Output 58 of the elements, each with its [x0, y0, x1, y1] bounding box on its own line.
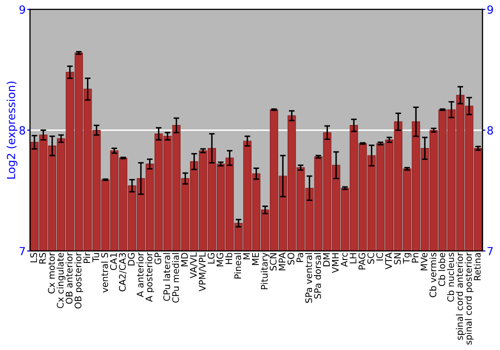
x-tick-label: Hb [225, 252, 232, 264]
x-tick-label: CPu medial [172, 253, 180, 303]
y-axis-title: Log2 (expression) [6, 82, 18, 179]
x-tick-label: Pituitary [260, 252, 270, 290]
x-tick-label: Cx motor [48, 252, 55, 294]
x-tick-label: SO [288, 252, 294, 265]
y-tick-label: 7 [20, 247, 25, 256]
x-tick-label: M [243, 253, 250, 260]
x-tick-label: MVe [420, 252, 428, 270]
x-tick-label: Cb lobe [438, 252, 446, 286]
x-tick-label: A anterior [136, 252, 144, 298]
x-tick-label: DM [323, 253, 330, 266]
x-tick-label: CPu lateral [163, 253, 170, 301]
x-tick-label: Cx cingulate [56, 252, 66, 308]
x-tick-label: A posterior [145, 252, 154, 302]
x-tick-label: CA1 [110, 253, 117, 270]
x-tick-label: Cb nucleus [447, 252, 454, 302]
x-tick-label: IC [376, 252, 384, 260]
x-tick-label: RS [39, 252, 46, 264]
x-tick-label: MG [216, 253, 224, 266]
x-tick-label: spinal cord anterior [456, 252, 465, 340]
x-tick-label: CA2/CA3 [118, 253, 126, 292]
y2-tick-label: 9 [487, 5, 493, 14]
x-tick-label: VMH [332, 253, 339, 274]
x-tick-label: Pn [412, 253, 418, 262]
x-tick-label: Arc [340, 252, 348, 267]
x-tick-label: Tu [92, 253, 100, 262]
x-tick-label: Pir [83, 252, 90, 263]
x-tick-label: Retina [474, 253, 481, 280]
x-tick-label: LS [30, 252, 38, 262]
x-tick-label: SPa ventral [305, 253, 312, 303]
x-tick-label: ME [252, 252, 259, 265]
x-tick-label: VA/VL [190, 252, 198, 278]
x-tick-label: SN [394, 253, 401, 264]
x-tick-label: SCN [270, 253, 277, 271]
x-tick-label: SC [367, 252, 374, 264]
x-tick-label: GP [154, 252, 162, 264]
x-tick-label: Cb vermis [429, 252, 436, 298]
x-tick-label: DG [128, 253, 135, 266]
x-tick-label: VPM/VPL [198, 252, 206, 292]
x-tick-label: OB posterior [74, 252, 84, 309]
x-tick-label: spinal cord posterior [464, 252, 474, 345]
y2-tick-label: 7 [488, 247, 493, 256]
x-tick-label: Pa [296, 253, 304, 262]
x-tick-label: PAG [358, 253, 366, 270]
x-tick-label: LH [350, 253, 356, 264]
x-tick-label: MPA [278, 252, 286, 270]
x-tick-label: SPa dorsal [314, 253, 321, 299]
x-tick-label: ventral S [101, 252, 108, 293]
y-tick-label: 8 [20, 126, 26, 135]
x-tick-label: LG [208, 253, 215, 264]
x-tick-label: MD [181, 252, 188, 266]
y-tick-label: 9 [19, 5, 26, 14]
x-tick-label: Tg [402, 253, 412, 264]
y2-tick-label: 8 [487, 126, 493, 135]
x-tick-label: VTA [385, 252, 392, 270]
x-tick-label: OB anterior [66, 252, 73, 304]
x-tick-label: Pineal [234, 253, 242, 279]
